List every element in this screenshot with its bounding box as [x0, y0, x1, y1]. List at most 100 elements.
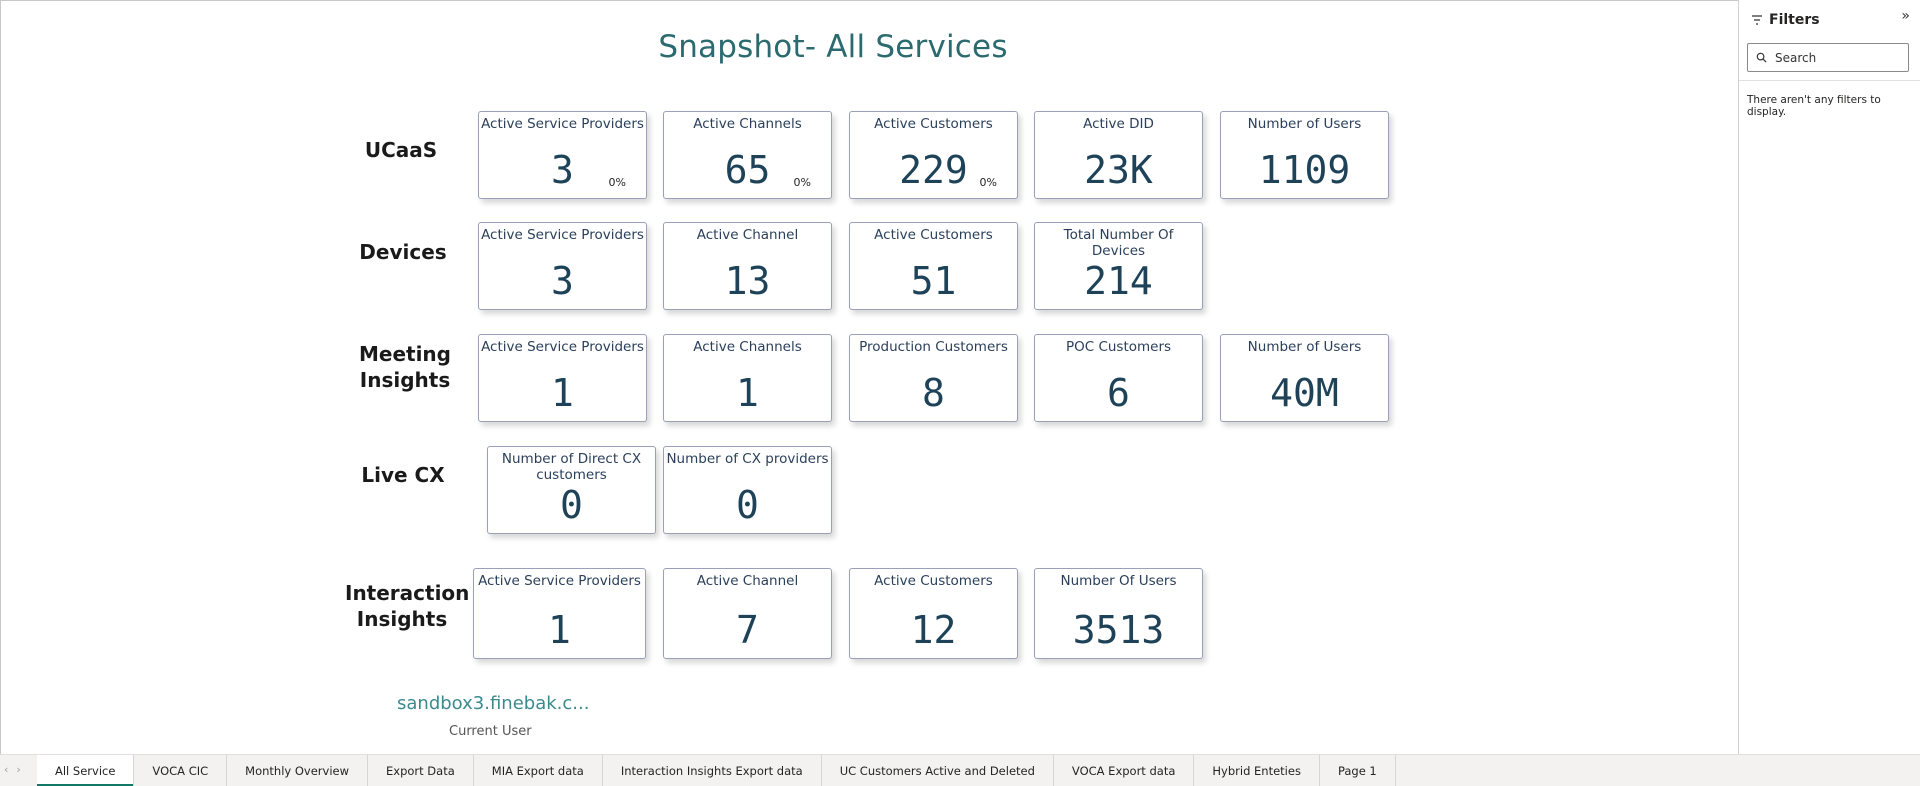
tab-all-service[interactable]: All Service — [37, 755, 135, 786]
kpi-change: 0% — [793, 176, 811, 189]
kpi-value: 51 — [910, 259, 957, 303]
filters-title: Filters — [1769, 12, 1820, 28]
section-label-line: Insights — [356, 607, 448, 631]
kpi-card-interaction-service-providers[interactable]: Active Service Providers 1 — [473, 568, 646, 659]
kpi-card-ucaas-channels[interactable]: Active Channels 65 0% — [663, 111, 832, 199]
kpi-value: 65 — [724, 148, 771, 192]
kpi-value: 13 — [724, 259, 771, 303]
kpi-value: 40M — [1270, 371, 1339, 415]
expand-pane-icon[interactable]: » — [1901, 8, 1910, 24]
current-user-label: Current User — [449, 724, 532, 739]
section-label-line: Insights — [359, 368, 451, 392]
kpi-card-ucaas-did[interactable]: Active DID 23K — [1034, 111, 1203, 199]
kpi-change: 0% — [979, 176, 997, 189]
kpi-card-devices-service-providers[interactable]: Active Service Providers 3 — [478, 222, 647, 310]
section-label-devices: Devices — [359, 240, 447, 264]
kpi-card-ucaas-service-providers[interactable]: Active Service Providers 3 0% — [478, 111, 647, 199]
tab-uc-customers-active-deleted[interactable]: UC Customers Active and Deleted — [822, 755, 1054, 786]
filters-pane: Filters » There aren't any filters to di… — [1738, 0, 1920, 754]
kpi-label: Active Channels — [693, 116, 802, 132]
page-title: Snapshot- All Services — [658, 29, 1008, 65]
kpi-label: Active Customers — [874, 227, 993, 243]
kpi-card-meeting-poc-customers[interactable]: POC Customers 6 — [1034, 334, 1203, 422]
kpi-label: Total Number Of Devices — [1063, 227, 1174, 259]
kpi-value: 3 — [551, 148, 574, 192]
kpi-label: Active Service Providers — [481, 227, 644, 243]
kpi-value: 8 — [922, 371, 945, 415]
kpi-value: 12 — [910, 608, 957, 652]
section-label-line: Interaction — [345, 581, 470, 605]
kpi-label: Active DID — [1083, 116, 1154, 132]
kpi-card-livecx-providers[interactable]: Number of CX providers 0 — [663, 446, 832, 534]
kpi-label: Number of Users — [1247, 339, 1362, 355]
kpi-value: 6 — [1107, 371, 1130, 415]
kpi-card-interaction-users[interactable]: Number Of Users 3513 — [1034, 568, 1203, 659]
kpi-card-devices-channel[interactable]: Active Channel 13 — [663, 222, 832, 310]
tab-mia-export-data[interactable]: MIA Export data — [474, 755, 603, 786]
section-label-meeting-insights: Meeting Insights — [351, 341, 459, 393]
tab-voca-export-data[interactable]: VOCA Export data — [1054, 755, 1195, 786]
kpi-card-ucaas-customers[interactable]: Active Customers 229 0% — [849, 111, 1018, 199]
kpi-value: 0 — [560, 483, 583, 527]
kpi-card-meeting-production-customers[interactable]: Production Customers 8 — [849, 334, 1018, 422]
section-label-ucaas: UCaaS — [364, 138, 438, 162]
tab-hybrid-enteties[interactable]: Hybrid Enteties — [1194, 755, 1320, 786]
kpi-label: Number of Direct CX customers — [501, 451, 642, 483]
kpi-label: Active Customers — [874, 116, 993, 132]
kpi-card-meeting-users[interactable]: Number of Users 40M — [1220, 334, 1389, 422]
chevron-left-icon[interactable]: ‹ — [4, 763, 9, 776]
kpi-label: Number Of Users — [1060, 573, 1177, 589]
kpi-card-devices-total[interactable]: Total Number Of Devices 214 — [1034, 222, 1203, 310]
kpi-value: 0 — [736, 483, 759, 527]
tab-monthly-overview[interactable]: Monthly Overview — [227, 755, 368, 786]
kpi-card-devices-customers[interactable]: Active Customers 51 — [849, 222, 1018, 310]
filter-icon — [1751, 11, 1763, 30]
filters-search-input[interactable] — [1775, 50, 1895, 65]
tab-interaction-insights-export-data[interactable]: Interaction Insights Export data — [603, 755, 822, 786]
page-tab-bar: ‹ › All Service VOCA CIC Monthly Overvie… — [0, 754, 1920, 786]
kpi-value: 3513 — [1072, 608, 1165, 652]
kpi-value: 229 — [899, 148, 968, 192]
kpi-label: Active Service Providers — [481, 116, 644, 132]
kpi-value: 1 — [736, 371, 759, 415]
kpi-label: Active Service Providers — [481, 339, 644, 355]
filters-empty-message: There aren't any filters to display. — [1747, 94, 1881, 118]
kpi-label: Number of CX providers — [666, 451, 829, 467]
kpi-value: 1109 — [1258, 148, 1351, 192]
kpi-label: Active Channel — [696, 573, 799, 589]
tab-page-1[interactable]: Page 1 — [1320, 755, 1396, 786]
kpi-label: Active Customers — [874, 573, 993, 589]
page-tabs: All Service VOCA CIC Monthly Overview Ex… — [37, 755, 1396, 786]
filters-search-box[interactable] — [1747, 43, 1909, 72]
tab-export-data[interactable]: Export Data — [368, 755, 474, 786]
kpi-card-ucaas-users[interactable]: Number of Users 1109 — [1220, 111, 1389, 199]
search-icon — [1756, 48, 1767, 67]
tab-nav-arrows: ‹ › — [4, 763, 21, 776]
kpi-label: Production Customers — [859, 339, 1008, 355]
kpi-card-livecx-direct-customers[interactable]: Number of Direct CX customers 0 — [487, 446, 656, 534]
section-label-live-cx: Live CX — [361, 463, 445, 487]
kpi-label: Active Channel — [696, 227, 799, 243]
kpi-card-interaction-customers[interactable]: Active Customers 12 — [849, 568, 1018, 659]
kpi-label: Number of Users — [1247, 116, 1362, 132]
section-label-interaction-insights: Interaction Insights — [345, 580, 470, 632]
kpi-change: 0% — [608, 176, 626, 189]
kpi-value: 214 — [1084, 259, 1153, 303]
kpi-value: 3 — [551, 259, 574, 303]
kpi-card-interaction-channel[interactable]: Active Channel 7 — [663, 568, 832, 659]
kpi-label: Active Service Providers — [478, 573, 641, 589]
report-canvas: Snapshot- All Services UCaaS Active Serv… — [0, 0, 1738, 754]
filters-header: Filters — [1751, 10, 1820, 30]
kpi-label: POC Customers — [1065, 339, 1172, 355]
kpi-card-meeting-service-providers[interactable]: Active Service Providers 1 — [478, 334, 647, 422]
filters-divider — [1739, 80, 1920, 81]
kpi-value: 23K — [1084, 148, 1153, 192]
kpi-value: 1 — [551, 371, 574, 415]
kpi-value: 1 — [548, 608, 571, 652]
kpi-card-meeting-channels[interactable]: Active Channels 1 — [663, 334, 832, 422]
chevron-right-icon[interactable]: › — [16, 763, 21, 776]
tab-voca-cic[interactable]: VOCA CIC — [134, 755, 228, 786]
kpi-value: 7 — [736, 608, 759, 652]
current-user-value: sandbox3.finebak.c... — [397, 693, 590, 714]
